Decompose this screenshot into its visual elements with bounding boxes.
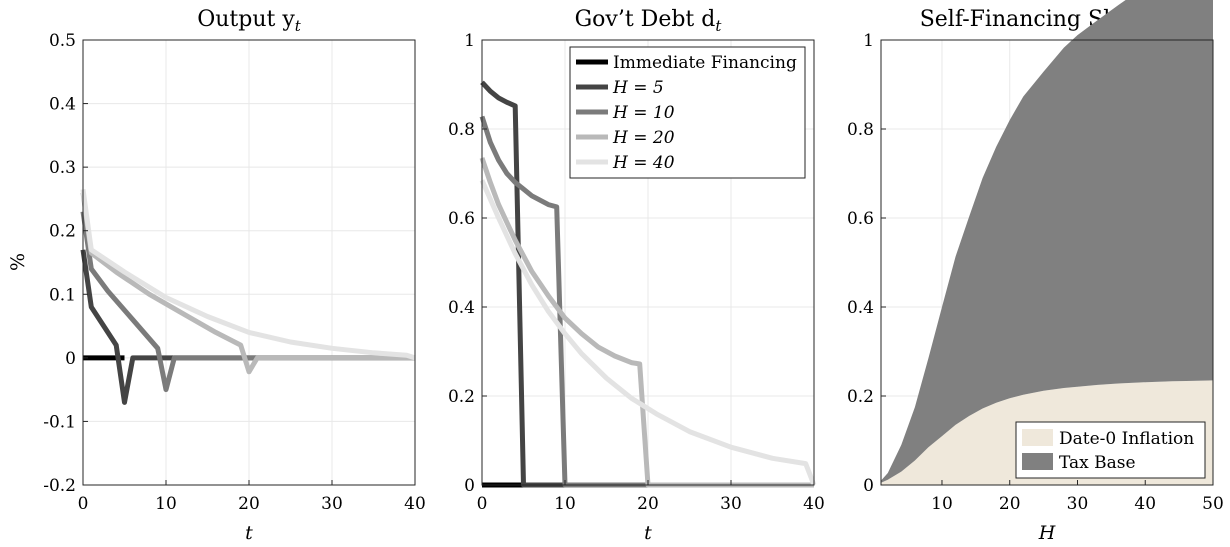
debt-line-3 bbox=[479, 157, 814, 488]
share-xtick-label-1: 20 bbox=[999, 494, 1021, 514]
share-legend-swatch-1 bbox=[1022, 453, 1053, 470]
share-xtick-label-2: 30 bbox=[1067, 494, 1089, 514]
debt-legend-label-0: Immediate Financing bbox=[613, 53, 797, 73]
output-ytick-label-2: 0 bbox=[65, 349, 76, 369]
output-ytick-label-5: 0.3 bbox=[49, 158, 76, 178]
debt-ytick-label-1: 0.2 bbox=[448, 387, 475, 407]
debt-line-2 bbox=[479, 115, 814, 488]
output-line-2 bbox=[80, 211, 415, 393]
output-ticks: 0 10 20 30 40 -0.2 -0.1 0 0.1 0.2 0.3 0.4 0.5 bbox=[43, 31, 426, 514]
share-ytick-label-0: 0 bbox=[863, 476, 874, 496]
debt-legend-label-3: H = 20 bbox=[612, 128, 675, 148]
debt-ytick-label-3: 0.6 bbox=[448, 209, 475, 229]
share-legend-swatch-0 bbox=[1022, 429, 1053, 446]
output-line-4 bbox=[80, 189, 416, 361]
share-xlabel: H bbox=[1038, 522, 1056, 544]
debt-legend-label-4: H = 40 bbox=[612, 153, 675, 173]
output-xtick-label-3: 30 bbox=[321, 494, 343, 514]
debt-title: Gov’t Debt dt bbox=[575, 7, 723, 35]
debt-legend: Immediate Financing H = 5 H = 10 H = 20 … bbox=[569, 46, 806, 179]
share-ytick-label-3: 0.6 bbox=[847, 209, 874, 229]
share-ytick-label-4: 0.8 bbox=[847, 120, 874, 140]
output-grid bbox=[82, 39, 416, 486]
share-ytick-label-2: 0.4 bbox=[847, 298, 874, 318]
share-legend: Date-0 Inflation Tax Base bbox=[1015, 421, 1206, 479]
output-xlabel: t bbox=[245, 522, 253, 544]
share-xtick-label-4: 50 bbox=[1202, 494, 1224, 514]
share-xtick-label-3: 40 bbox=[1134, 494, 1156, 514]
debt-ytick-label-5: 1 bbox=[464, 31, 475, 51]
output-xtick-label-0: 0 bbox=[78, 494, 89, 514]
output-panel: Output yt 0 10 20 30 40 -0.2 -0.1 0 0.1 0.2 0.3 0.4… bbox=[7, 7, 426, 544]
output-xtick-label-2: 20 bbox=[238, 494, 260, 514]
output-ytick-label-0: -0.2 bbox=[43, 476, 76, 496]
output-title: Output yt bbox=[197, 7, 302, 35]
debt-legend-label-1: H = 5 bbox=[612, 78, 664, 98]
share-ytick-label-5: 1 bbox=[863, 31, 874, 51]
output-ytick-label-6: 0.4 bbox=[49, 95, 76, 115]
output-ytick-label-3: 0.1 bbox=[49, 285, 76, 305]
share-xtick-label-0: 10 bbox=[931, 494, 953, 514]
output-ytick-label-1: -0.1 bbox=[43, 412, 76, 432]
debt-xtick-label-0: 0 bbox=[477, 494, 488, 514]
share-legend-label-1: Tax Base bbox=[1059, 453, 1136, 473]
debt-line-4 bbox=[479, 179, 817, 486]
output-xtick-label-4: 40 bbox=[404, 494, 426, 514]
debt-ytick-label-4: 0.8 bbox=[448, 120, 475, 140]
debt-ticks: 0 10 20 30 40 0 0.2 0.4 0.6 0.8 1 bbox=[448, 31, 825, 514]
output-line-3 bbox=[80, 192, 415, 375]
debt-xlabel: t bbox=[644, 522, 652, 544]
debt-ytick-label-0: 0 bbox=[464, 476, 475, 496]
output-series bbox=[80, 189, 416, 405]
share-series bbox=[881, 0, 1213, 485]
debt-ytick-label-2: 0.4 bbox=[448, 298, 475, 318]
share-ytick-label-1: 0.2 bbox=[847, 387, 874, 407]
debt-xtick-label-3: 30 bbox=[720, 494, 742, 514]
debt-xtick-label-2: 20 bbox=[637, 494, 659, 514]
share-ticks: 10 20 30 40 50 0 0.2 0.4 0.6 0.8 1 bbox=[847, 31, 1224, 514]
debt-xtick-label-4: 40 bbox=[803, 494, 825, 514]
debt-legend-box bbox=[569, 46, 806, 179]
share-legend-label-0: Date-0 Inflation bbox=[1059, 429, 1194, 449]
output-xtick-label-1: 10 bbox=[155, 494, 177, 514]
debt-legend-label-2: H = 10 bbox=[612, 103, 675, 123]
share-panel: Self-Financing Share ν 10 20 30 40 5000.20.4… bbox=[847, 0, 1224, 544]
output-ylabel: % bbox=[7, 253, 29, 271]
output-ytick-label-4: 0.2 bbox=[49, 222, 76, 242]
debt-xtick-label-1: 10 bbox=[554, 494, 576, 514]
output-ytick-label-7: 0.5 bbox=[49, 31, 76, 51]
share-axes-box bbox=[880, 39, 1214, 486]
share-area-1 bbox=[881, 0, 1213, 483]
